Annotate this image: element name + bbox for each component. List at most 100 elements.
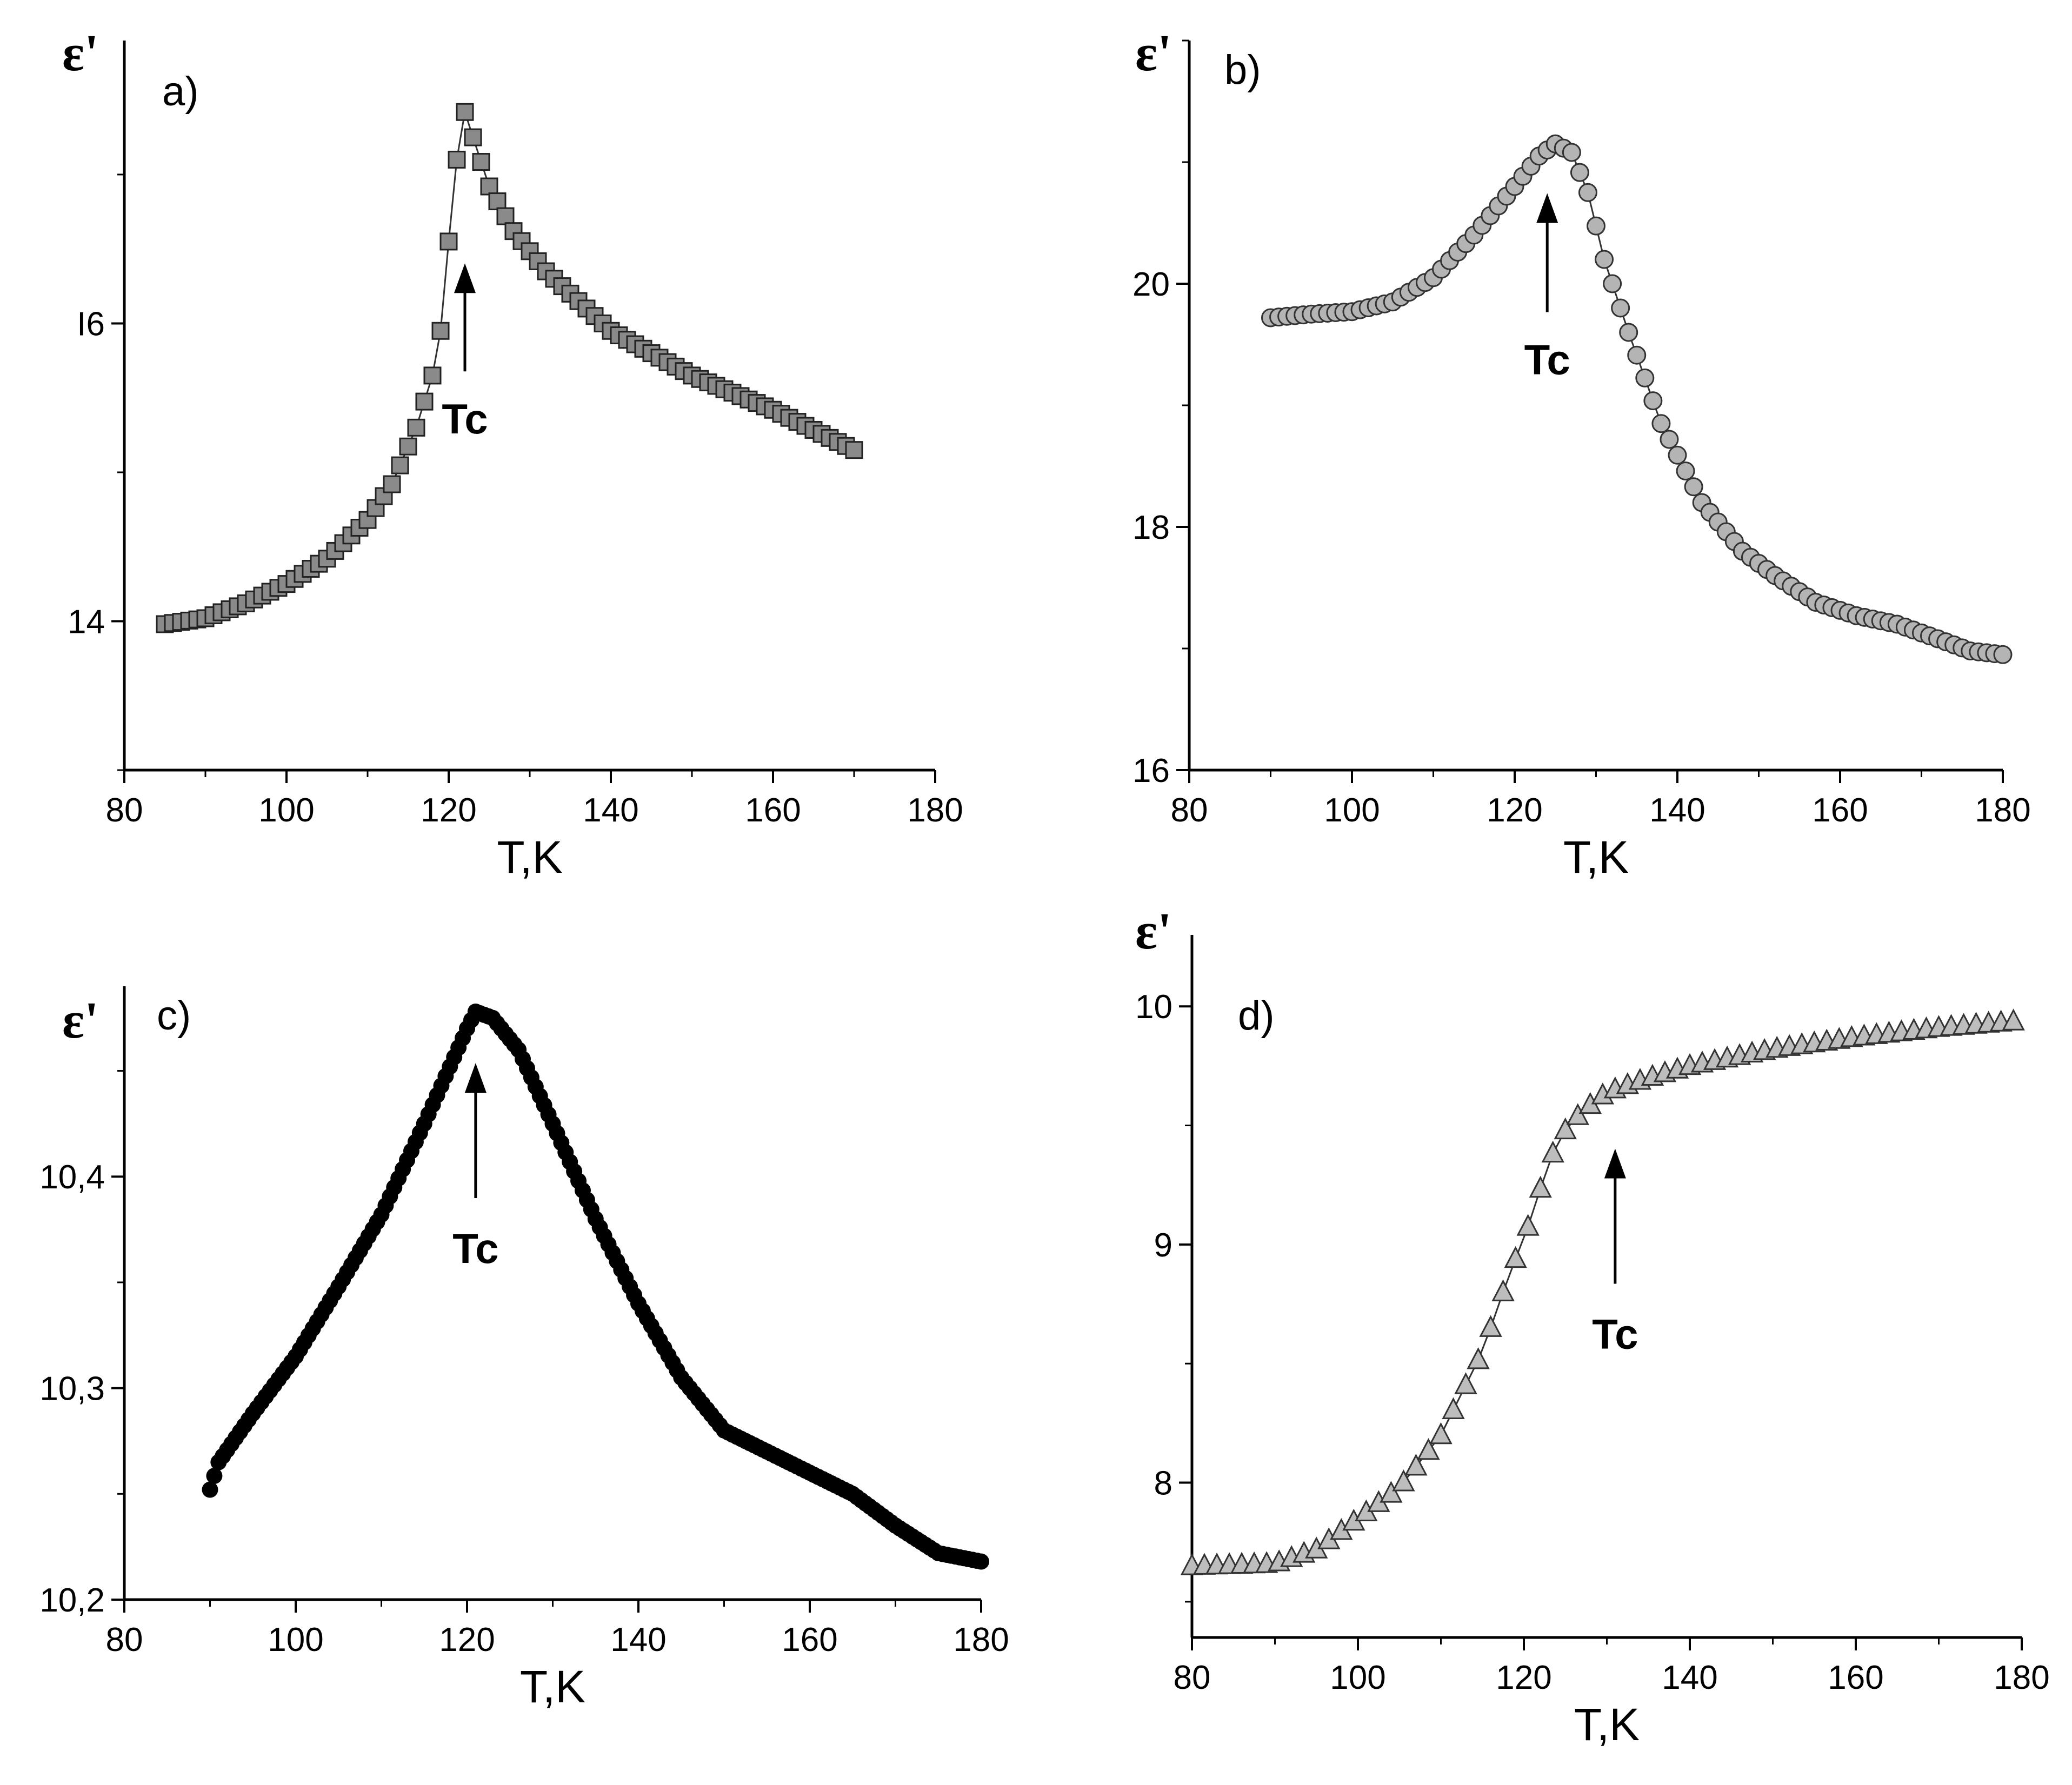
data-point bbox=[1611, 298, 1630, 318]
y-axis-label: ε' bbox=[62, 24, 99, 82]
x-tick-label: 120 bbox=[439, 1621, 495, 1659]
data-point bbox=[383, 475, 401, 493]
y-tick-label: 10,3 bbox=[39, 1370, 105, 1408]
data-point bbox=[415, 392, 434, 411]
tc-label: Tc bbox=[1524, 336, 1570, 384]
data-point bbox=[1668, 445, 1687, 465]
data-point bbox=[1417, 1438, 1440, 1460]
panel-label: a) bbox=[162, 69, 199, 115]
y-axis-label: ε' bbox=[1135, 24, 1172, 82]
data-point bbox=[431, 322, 450, 340]
x-tick-label: 140 bbox=[583, 792, 638, 829]
data-point bbox=[202, 1481, 218, 1498]
data-point bbox=[206, 1468, 223, 1485]
series-line bbox=[1270, 143, 2003, 656]
data-point bbox=[1587, 216, 1605, 236]
x-axis-label: T,K bbox=[520, 1661, 585, 1712]
data-point bbox=[1676, 462, 1695, 480]
data-point bbox=[1595, 250, 1614, 269]
data-point bbox=[464, 128, 482, 146]
x-axis-label: T,K bbox=[497, 832, 562, 883]
data-point bbox=[1504, 1246, 1527, 1268]
data-point bbox=[1684, 477, 1703, 497]
data-point bbox=[448, 150, 466, 169]
panel-0: 80 100 120 140 160 180 14 I6 T,K ε' a) Tc bbox=[62, 24, 963, 883]
data-point bbox=[1516, 1214, 1540, 1236]
panel-3: 80 100 120 140 160 180 8 9 10 T,K ε' d) Tc bbox=[1135, 902, 2050, 1750]
x-tick-label: 80 bbox=[106, 1621, 143, 1659]
data-point bbox=[1562, 143, 1581, 162]
data-point bbox=[1554, 1117, 1577, 1140]
data-point bbox=[845, 441, 863, 459]
x-tick-label: 140 bbox=[1662, 1659, 1717, 1696]
x-tick-label: 160 bbox=[1812, 792, 1868, 829]
x-tick-label: 180 bbox=[1994, 1659, 2049, 1696]
x-tick-label: 100 bbox=[1324, 792, 1380, 829]
data-point bbox=[973, 1553, 989, 1570]
tc-arrow-head-icon bbox=[1604, 1148, 1626, 1179]
data-point bbox=[1541, 1140, 1564, 1163]
data-point bbox=[1380, 1481, 1403, 1503]
panel-label: c) bbox=[157, 993, 191, 1039]
y-tick-label: I6 bbox=[77, 305, 105, 343]
y-tick-label: 10,4 bbox=[39, 1159, 105, 1196]
y-tick-label: 10 bbox=[1135, 988, 1172, 1026]
data-point bbox=[1660, 430, 1679, 449]
x-tick-label: 160 bbox=[782, 1621, 837, 1659]
data-point bbox=[1404, 1453, 1428, 1476]
data-point bbox=[1619, 323, 1638, 342]
data-point bbox=[1993, 645, 2013, 664]
tc-label: Tc bbox=[442, 395, 488, 443]
panel-2: 80 100 120 140 160 180 10,2 10,3 10,4 T,K ε' c) Tc bbox=[39, 986, 1009, 1712]
data-point bbox=[439, 232, 458, 251]
y-tick-label: 9 bbox=[1154, 1227, 1172, 1264]
data-point bbox=[1529, 1175, 1552, 1198]
data-point bbox=[407, 418, 425, 437]
x-tick-label: 120 bbox=[421, 792, 476, 829]
x-tick-label: 180 bbox=[1975, 792, 2030, 829]
data-point bbox=[391, 456, 409, 474]
x-axis-label: T,K bbox=[1563, 832, 1629, 883]
y-axis-label: ε' bbox=[62, 991, 99, 1049]
data-point bbox=[1429, 1422, 1453, 1445]
panel-1: 80 100 120 140 160 180 16 18 20 T,K ε' b) Tc bbox=[1132, 24, 2031, 883]
y-tick-label: 8 bbox=[1154, 1465, 1172, 1502]
data-point bbox=[1627, 345, 1647, 365]
data-point bbox=[1454, 1372, 1477, 1394]
data-point bbox=[1578, 183, 1597, 202]
x-tick-label: 180 bbox=[907, 792, 963, 829]
series-line bbox=[164, 111, 855, 625]
data-point bbox=[1566, 1103, 1589, 1125]
data-point bbox=[488, 192, 507, 211]
tc-arrow-head-icon bbox=[1536, 193, 1558, 223]
data-point bbox=[1491, 1279, 1515, 1301]
x-tick-label: 80 bbox=[1171, 792, 1208, 829]
y-tick-label: 14 bbox=[68, 603, 105, 640]
tc-label: Tc bbox=[1592, 1311, 1638, 1358]
y-tick-label: 20 bbox=[1132, 266, 1170, 303]
data-point bbox=[423, 366, 442, 385]
y-axis-label: ε' bbox=[1135, 902, 1172, 960]
x-tick-label: 80 bbox=[1174, 1659, 1211, 1696]
tc-label: Tc bbox=[452, 1225, 498, 1272]
data-point bbox=[496, 207, 515, 225]
x-tick-label: 140 bbox=[1649, 792, 1705, 829]
y-tick-label: 18 bbox=[1132, 509, 1170, 546]
x-tick-label: 140 bbox=[610, 1621, 666, 1659]
data-point bbox=[1603, 274, 1622, 293]
data-point bbox=[456, 103, 474, 121]
x-tick-label: 160 bbox=[745, 792, 801, 829]
data-point bbox=[1442, 1397, 1465, 1419]
x-tick-label: 100 bbox=[258, 792, 314, 829]
y-tick-label: 10,2 bbox=[39, 1582, 105, 1619]
x-axis-label: T,K bbox=[1574, 1699, 1640, 1750]
x-tick-label: 80 bbox=[106, 792, 143, 829]
data-point bbox=[472, 153, 490, 171]
x-tick-label: 120 bbox=[1487, 792, 1542, 829]
x-tick-label: 160 bbox=[1828, 1659, 1883, 1696]
data-point bbox=[1479, 1315, 1502, 1337]
tc-arrow-head-icon bbox=[464, 1062, 487, 1093]
x-tick-label: 120 bbox=[1496, 1659, 1551, 1696]
x-tick-label: 180 bbox=[953, 1621, 1009, 1659]
